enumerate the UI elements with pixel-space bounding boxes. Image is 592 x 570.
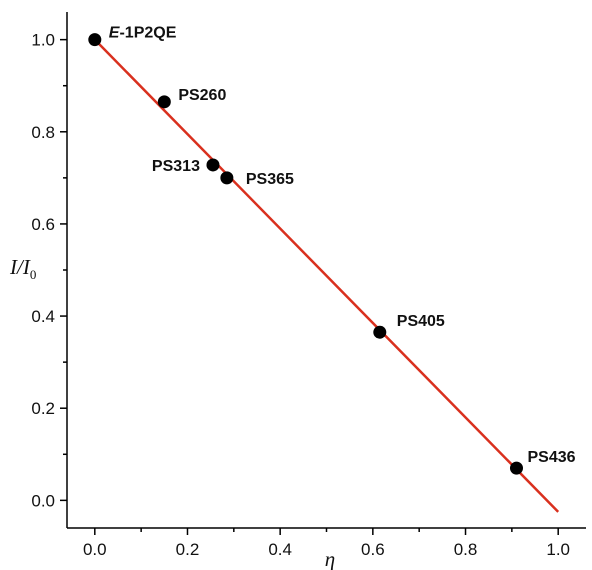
y-tick-label: 0.8	[31, 123, 55, 142]
data-point	[373, 325, 387, 339]
y-axis-label-sub: 0	[30, 267, 37, 282]
data-point	[206, 158, 220, 172]
data-point	[88, 33, 102, 47]
y-axis-label-main: I/I	[9, 255, 31, 279]
x-tick-label: 0.0	[83, 540, 107, 559]
fit-line	[93, 38, 560, 513]
data-point	[509, 461, 523, 475]
x-tick-label: 0.6	[361, 540, 385, 559]
data-point-label: E-1P2QE	[109, 25, 177, 42]
x-tick-label: 0.2	[176, 540, 200, 559]
x-tick-label: 0.4	[268, 540, 292, 559]
data-point-label-rest: -1P2QE	[119, 25, 176, 42]
x-tick-label: 1.0	[546, 540, 570, 559]
data-point-label: PS365	[246, 171, 294, 188]
data-point	[220, 171, 234, 185]
data-point-label: PS313	[152, 158, 200, 175]
points	[88, 33, 523, 475]
y-tick-label: 0.6	[31, 215, 55, 234]
data-point-label: PS405	[397, 313, 445, 330]
x-axis-label: η	[325, 547, 335, 570]
data-point-label: PS260	[178, 87, 226, 104]
y-axis-label: I/I0	[9, 255, 36, 282]
data-point	[157, 95, 171, 109]
point-labels: E-1P2QE PS260 PS313 PS365 PS405 PS436	[109, 25, 576, 466]
data-point-label: PS436	[527, 449, 575, 466]
x-tick-label: 0.8	[454, 540, 478, 559]
fit-line-group	[93, 38, 560, 513]
y-tick-label: 0.4	[31, 307, 55, 326]
ticks: 0.0 0.2 0.4 0.6 0.8 1.0 0.0 0.2 0.4 0.6 0.8 1.0	[31, 31, 570, 559]
y-tick-label: 1.0	[31, 31, 55, 50]
y-tick-label: 0.2	[31, 399, 55, 418]
data-point-label-italic: E	[109, 25, 121, 42]
y-tick-label: 0.0	[31, 491, 55, 510]
